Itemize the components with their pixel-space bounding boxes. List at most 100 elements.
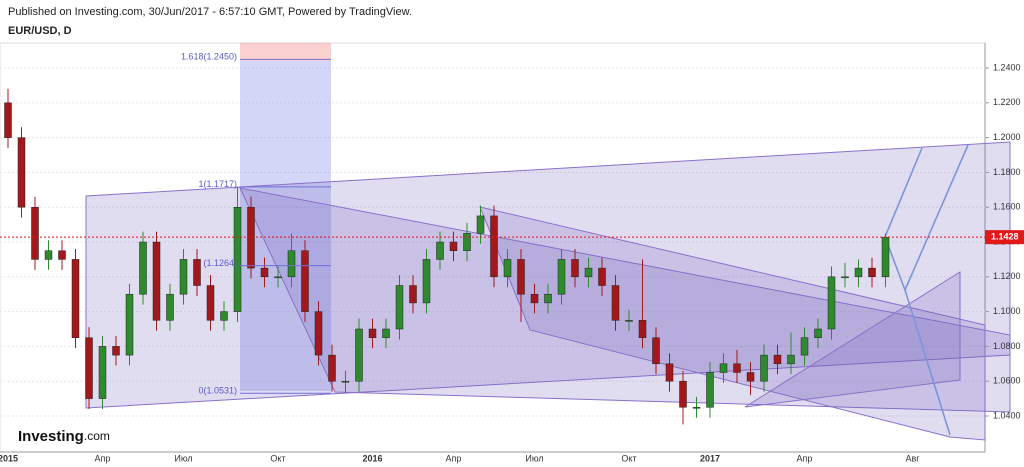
candle-body bbox=[490, 215, 498, 278]
candle-body bbox=[409, 285, 417, 304]
candle-body bbox=[152, 241, 161, 321]
candle-body bbox=[679, 380, 687, 408]
candle-body bbox=[719, 363, 728, 373]
candle-body bbox=[301, 250, 309, 312]
logo: Investing.com bbox=[18, 428, 110, 445]
candle-body bbox=[598, 267, 606, 286]
candle-body bbox=[530, 293, 539, 304]
candle-body bbox=[854, 267, 863, 278]
candle-body bbox=[571, 259, 579, 278]
x-tick-label: Авг bbox=[905, 453, 920, 463]
y-tick-label: 1.0400 bbox=[993, 410, 1021, 420]
x-tick-label: Июл bbox=[174, 453, 192, 463]
x-tick-label: 2016 bbox=[362, 453, 382, 463]
candle-body bbox=[665, 363, 674, 382]
candle-body bbox=[625, 320, 633, 322]
candle-body bbox=[71, 259, 80, 338]
x-tick-label: Окт bbox=[621, 453, 636, 463]
candle-body bbox=[328, 354, 336, 382]
candle-body bbox=[220, 311, 228, 321]
y-tick-label: 1.0800 bbox=[993, 341, 1021, 351]
candle-body bbox=[260, 267, 269, 278]
candle-body bbox=[274, 276, 282, 279]
x-tick-label: Окт bbox=[270, 453, 285, 463]
y-tick-label: 1.1600 bbox=[993, 202, 1021, 212]
candle-body bbox=[125, 293, 134, 356]
candle-body bbox=[341, 380, 350, 383]
candle-body bbox=[692, 407, 701, 409]
candle-body bbox=[773, 354, 782, 365]
candle-body bbox=[206, 285, 215, 321]
y-tick-label: 1.1000 bbox=[993, 306, 1021, 316]
wedge bbox=[479, 206, 986, 441]
fib-label: (1.1264) bbox=[203, 258, 237, 268]
candle-body bbox=[58, 250, 66, 260]
descending-channel bbox=[239, 187, 1011, 413]
candle-body bbox=[436, 241, 444, 260]
symbol: EUR/USD, D bbox=[8, 25, 72, 37]
candle-body bbox=[85, 337, 93, 399]
candle-body bbox=[355, 328, 363, 382]
y-tick-label: 1.2000 bbox=[993, 132, 1021, 142]
candle-body bbox=[800, 337, 809, 356]
published-note: Published on Investing.com, 30/Jun/2017 … bbox=[8, 6, 412, 18]
candle-body bbox=[787, 354, 795, 365]
x-tick-label: 2017 bbox=[700, 453, 720, 463]
x-tick-label: Апр bbox=[95, 453, 111, 463]
arrow bbox=[884, 147, 923, 238]
candle-body bbox=[4, 102, 12, 138]
candle-body bbox=[233, 206, 242, 312]
candle-body bbox=[98, 346, 107, 399]
candle-body bbox=[112, 346, 120, 356]
x-tick-label: 2015 bbox=[0, 453, 18, 463]
fib-label: 0(1.0531) bbox=[198, 386, 237, 396]
candle-body bbox=[760, 354, 768, 382]
candle-body bbox=[868, 267, 876, 278]
x-tick-label: Апр bbox=[446, 453, 462, 463]
y-tick-label: 1.2400 bbox=[993, 62, 1021, 72]
candle-body bbox=[179, 259, 188, 295]
grid bbox=[0, 67, 985, 417]
candle-body bbox=[733, 363, 741, 373]
candle-body bbox=[476, 215, 485, 234]
candle-body bbox=[706, 372, 714, 408]
candle-body bbox=[841, 276, 849, 279]
candle-body bbox=[395, 285, 404, 330]
y-tick-label: 1.1200 bbox=[993, 271, 1021, 281]
y-tick-label: 1.0600 bbox=[993, 376, 1021, 386]
candle-body bbox=[287, 250, 296, 278]
candle-body bbox=[881, 236, 890, 278]
candle-body bbox=[44, 250, 53, 260]
candle-body bbox=[449, 241, 458, 251]
candle-body bbox=[139, 241, 147, 295]
candle-body bbox=[422, 259, 431, 304]
candle-body bbox=[584, 267, 593, 278]
y-tick-label: 1.2200 bbox=[993, 97, 1021, 107]
candle-body bbox=[544, 293, 552, 304]
candle-body bbox=[463, 233, 471, 251]
candle-body bbox=[247, 206, 255, 269]
candle-body bbox=[166, 293, 174, 321]
candles bbox=[4, 88, 890, 425]
candle-body bbox=[746, 372, 755, 382]
arrow bbox=[904, 144, 969, 291]
y-tick-label: 1.1800 bbox=[993, 167, 1021, 177]
x-tick-label: Июл bbox=[525, 453, 543, 463]
candle-body bbox=[31, 206, 39, 260]
fib-extension-top bbox=[240, 43, 331, 61]
candle-body bbox=[557, 259, 566, 295]
candle-body bbox=[638, 320, 647, 338]
triangle bbox=[744, 271, 961, 408]
fib-label: 1(1.1717) bbox=[198, 179, 237, 189]
candle-body bbox=[368, 328, 377, 338]
candle-body bbox=[314, 311, 323, 356]
candle-body bbox=[611, 285, 620, 321]
candle-body bbox=[827, 276, 836, 330]
candle-body bbox=[193, 259, 201, 286]
x-tick-label: Апр bbox=[797, 453, 813, 463]
last-price-box bbox=[985, 230, 1024, 245]
candle-body bbox=[382, 328, 390, 338]
drawings bbox=[85, 43, 1011, 441]
candle-body bbox=[503, 259, 512, 278]
